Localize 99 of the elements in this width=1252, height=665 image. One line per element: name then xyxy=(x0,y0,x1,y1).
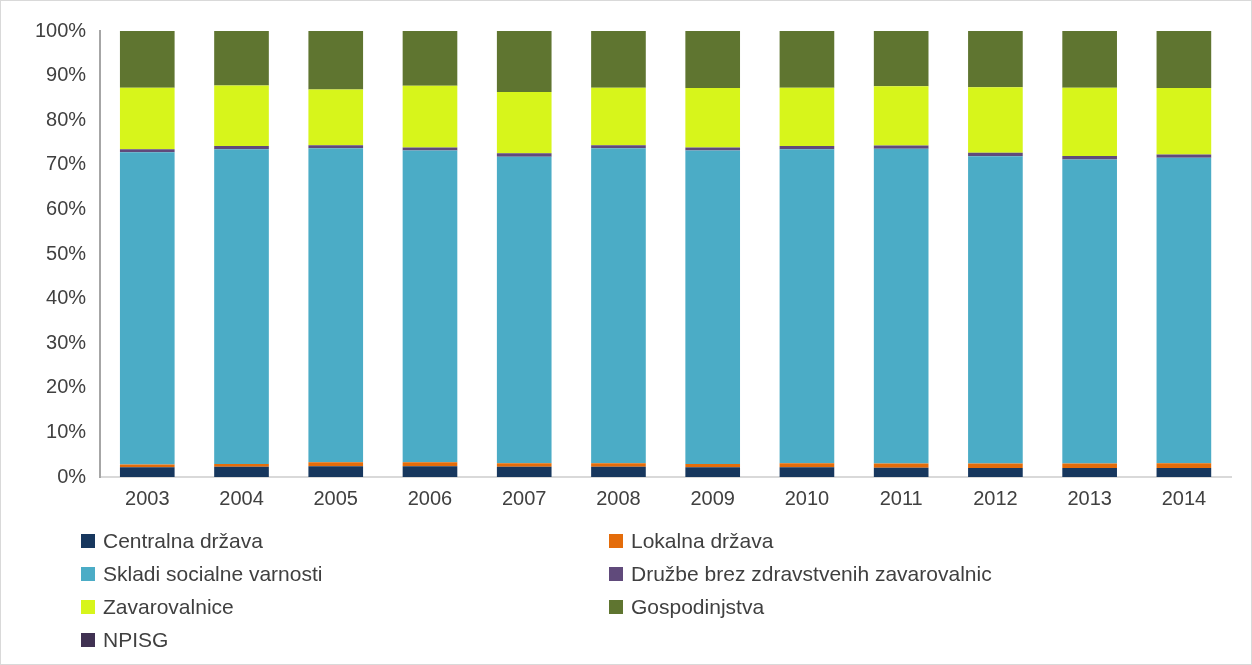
x-tick-label: 2005 xyxy=(313,486,358,509)
bar xyxy=(1156,463,1212,469)
bar xyxy=(214,464,269,467)
bar xyxy=(496,31,552,93)
bar xyxy=(685,147,741,151)
bar xyxy=(402,31,458,86)
bar xyxy=(1156,468,1212,477)
x-tick-label: 2008 xyxy=(596,486,641,509)
bar xyxy=(873,148,929,464)
x-tick-label: 2007 xyxy=(501,486,547,509)
bar xyxy=(119,152,175,465)
bar xyxy=(119,149,175,153)
bar xyxy=(873,31,929,87)
bar xyxy=(402,466,458,477)
bar xyxy=(685,467,741,477)
bar xyxy=(1156,88,1212,155)
legend-label: Gospodinjstva xyxy=(631,594,765,619)
legend-label: Lokalna država xyxy=(631,528,774,553)
legend-label: Skladi socialne varnosti xyxy=(103,561,323,586)
x-tick-label: 2004 xyxy=(219,486,264,509)
legend-label: Zavarovalnice xyxy=(103,594,234,619)
bar xyxy=(779,146,835,150)
bar xyxy=(119,87,175,150)
bar xyxy=(119,467,175,477)
x-tick-label: 2006 xyxy=(407,486,453,509)
y-tick-label: 0% xyxy=(57,464,87,487)
bar xyxy=(1062,87,1117,156)
bar xyxy=(119,31,175,88)
bar xyxy=(591,466,646,477)
bar xyxy=(873,467,929,477)
bar xyxy=(308,89,364,146)
bar xyxy=(1156,154,1212,158)
y-tick-label: 40% xyxy=(46,286,87,309)
bar xyxy=(1156,157,1212,464)
legend-label: Centralna država xyxy=(103,528,263,553)
bar xyxy=(308,145,364,149)
x-tick-label: 2012 xyxy=(973,486,1018,509)
y-tick-label: 90% xyxy=(46,63,87,86)
bar xyxy=(685,150,741,465)
bar xyxy=(402,147,458,151)
y-tick-label: 10% xyxy=(46,419,87,442)
y-tick-label: 100% xyxy=(35,18,87,41)
bar xyxy=(496,156,552,464)
bar xyxy=(308,462,364,467)
bar xyxy=(496,92,552,154)
x-tick-label: 2013 xyxy=(1067,486,1112,509)
x-tick-label: 2014 xyxy=(1161,486,1207,509)
bar xyxy=(685,88,741,148)
bar xyxy=(779,149,835,464)
bar xyxy=(402,462,458,467)
bar xyxy=(779,31,835,88)
bar xyxy=(968,468,1023,477)
legend-label: NPISG xyxy=(103,627,169,652)
bar xyxy=(214,146,269,150)
x-tick-label: 2011 xyxy=(879,486,923,509)
bar xyxy=(968,463,1023,469)
bar xyxy=(591,463,646,467)
y-tick-label: 70% xyxy=(46,152,87,175)
bar xyxy=(779,87,835,147)
bar xyxy=(308,466,364,477)
bar xyxy=(214,31,269,86)
bar xyxy=(214,85,269,147)
y-tick-label: 80% xyxy=(46,107,87,130)
bar xyxy=(308,31,364,90)
bar xyxy=(685,31,741,89)
y-tick-label: 60% xyxy=(46,196,87,219)
bar xyxy=(1062,31,1117,88)
x-tick-label: 2009 xyxy=(690,486,735,509)
bar xyxy=(968,156,1023,464)
bar xyxy=(873,463,929,468)
bar xyxy=(496,463,552,467)
x-tick-label: 2003 xyxy=(125,486,170,509)
bar xyxy=(1156,31,1212,89)
y-tick-label: 30% xyxy=(46,330,87,353)
y-tick-label: 50% xyxy=(46,241,87,264)
bar xyxy=(496,153,552,157)
bar xyxy=(591,87,646,146)
bar xyxy=(873,145,929,149)
bar xyxy=(968,31,1023,88)
bar xyxy=(591,31,646,88)
legend-label: Družbe brez zdravstvenih zavarovalnic xyxy=(631,561,992,586)
bar xyxy=(214,149,269,465)
y-tick-label: 20% xyxy=(46,375,87,398)
bar xyxy=(402,150,458,463)
bar xyxy=(779,467,835,477)
bar xyxy=(1062,463,1117,469)
bar xyxy=(591,148,646,464)
bar xyxy=(591,145,646,149)
x-tick-label: 2010 xyxy=(784,486,830,509)
bar xyxy=(308,148,364,463)
bar xyxy=(1062,468,1117,477)
bar xyxy=(402,85,458,148)
bar xyxy=(779,463,835,468)
bar xyxy=(968,87,1023,153)
bar xyxy=(873,86,929,146)
bar xyxy=(496,466,552,477)
bar xyxy=(1062,159,1117,464)
bar xyxy=(214,466,269,477)
bar xyxy=(685,464,741,468)
